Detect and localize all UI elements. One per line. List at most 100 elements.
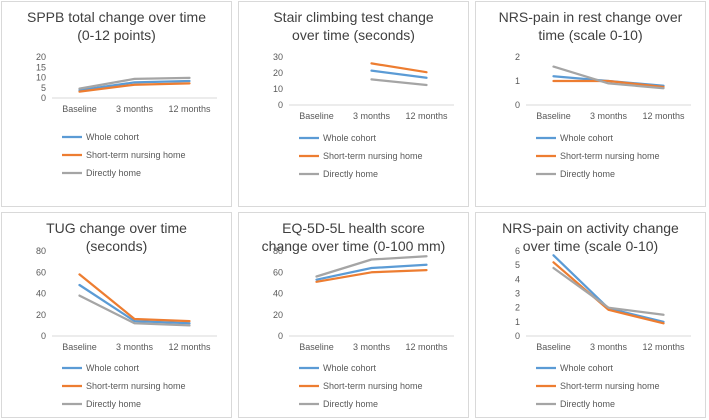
chart-panel-stair: Stair climbing test change over time (se…: [238, 1, 469, 207]
y-tick-label: 0: [515, 100, 520, 110]
x-tick-label: 12 months: [405, 342, 448, 352]
legend-label: Short-term nursing home: [560, 151, 660, 161]
x-tick-label: Baseline: [299, 342, 334, 352]
series-line: [552, 266, 665, 316]
chart-title-line: time (scale 0-10): [538, 27, 643, 43]
y-tick-label: 2: [515, 303, 520, 313]
series-line: [370, 62, 428, 74]
y-tick-label: 0: [515, 331, 520, 341]
legend-label: Whole cohort: [86, 132, 140, 142]
chart-title: SPPB total change over time (0-12 points…: [6, 8, 227, 44]
legend-label: Whole cohort: [86, 363, 140, 373]
legend-label: Directly home: [86, 168, 141, 178]
series-line: [552, 65, 665, 90]
chart-title-line: EQ-5D-5L health score: [282, 220, 425, 236]
y-tick-label: 10: [273, 84, 283, 94]
chart-panel-nrs-activity: NRS-pain on activity change over time (s…: [475, 212, 706, 418]
y-tick-label: 5: [41, 83, 46, 93]
y-tick-label: 80: [36, 246, 46, 256]
chart-title-line: SPPB total change over time: [27, 9, 206, 25]
x-tick-label: 12 months: [405, 111, 448, 121]
series-line: [552, 261, 665, 325]
y-tick-label: 3: [515, 289, 520, 299]
line-chart-tug: 0 20 40 60 80 Baseline 3 months 12 months Whole …: [36, 246, 217, 409]
y-tick-label: 1: [515, 76, 520, 86]
line-chart-stair: 0 10 20 30 Baseline 3 months 12 months Whole co…: [273, 52, 454, 179]
x-tick-label: 12 months: [168, 342, 211, 352]
y-tick-label: 6: [515, 246, 520, 256]
legend-label: Short-term nursing home: [86, 150, 186, 160]
line-chart-eq5d: 0 20 40 60 80 Baseline 3 months 12 months Whole …: [273, 246, 454, 409]
x-tick-label: Baseline: [62, 342, 97, 352]
y-tick-label: 40: [273, 289, 283, 299]
legend-label: Short-term nursing home: [323, 381, 423, 391]
x-tick-label: 12 months: [168, 104, 211, 114]
series-line: [78, 82, 191, 93]
y-tick-label: 20: [36, 52, 46, 62]
chart-title: TUG change over time (seconds): [6, 219, 227, 255]
y-tick-label: 30: [273, 52, 283, 62]
chart-panel-eq5d: EQ-5D-5L health score change over time (…: [238, 212, 469, 418]
series-line: [78, 79, 191, 92]
x-tick-label: Baseline: [62, 104, 97, 114]
x-tick-label: 3 months: [590, 342, 628, 352]
legend-label: Directly home: [323, 399, 378, 409]
legend-label: Whole cohort: [323, 363, 377, 373]
y-tick-label: 20: [273, 68, 283, 78]
chart-title-line: (0-12 points): [77, 27, 156, 43]
x-tick-label: 12 months: [642, 111, 685, 121]
legend-label: Short-term nursing home: [323, 151, 423, 161]
y-tick-label: 20: [273, 310, 283, 320]
chart-title-line: over time (seconds): [292, 27, 415, 43]
chart-panel-nrs-rest: NRS-pain in rest change over time (scale…: [475, 1, 706, 207]
chart-panel-tug: TUG change over time (seconds) 0 20 40 60 80…: [1, 212, 232, 418]
y-tick-label: 10: [36, 73, 46, 83]
x-tick-label: 12 months: [642, 342, 685, 352]
y-tick-label: 0: [41, 93, 46, 103]
series-line: [315, 263, 428, 281]
chart-title-line: (seconds): [85, 238, 148, 254]
legend-label: Whole cohort: [560, 133, 614, 143]
y-tick-label: 60: [273, 267, 283, 277]
line-chart-nrs-activity: 0 1 2 3 4 5 6 Baseline 3 months 12 months Whole co…: [515, 246, 691, 409]
x-tick-label: Baseline: [299, 111, 334, 121]
chart-title: NRS-pain in rest change over time (scale…: [480, 8, 701, 44]
series-line: [370, 69, 428, 79]
series-line: [78, 76, 191, 90]
series-line: [552, 79, 665, 89]
legend-label: Whole cohort: [323, 133, 377, 143]
x-tick-label: 3 months: [353, 111, 391, 121]
legend-label: Whole cohort: [560, 363, 614, 373]
y-tick-label: 20: [36, 310, 46, 320]
y-tick-label: 0: [41, 331, 46, 341]
chart-title-line: Stair climbing test change: [273, 9, 434, 25]
x-tick-label: 3 months: [590, 111, 628, 121]
chart-panel-sppb: SPPB total change over time (0-12 points…: [1, 1, 232, 207]
legend-label: Directly home: [560, 399, 615, 409]
line-chart-nrs-rest: 0 1 2 Baseline 3 months 12 months Whole cohort…: [515, 52, 691, 179]
legend-label: Directly home: [323, 169, 378, 179]
y-tick-label: 1: [515, 317, 520, 327]
chart-title: EQ-5D-5L health score change over time (…: [243, 219, 464, 255]
chart-title-line: over time (scale 0-10): [522, 238, 659, 254]
legend-label: Short-term nursing home: [86, 381, 186, 391]
legend-label: Directly home: [86, 399, 141, 409]
y-tick-label: 40: [36, 289, 46, 299]
series-line: [78, 283, 191, 325]
series-line: [315, 255, 428, 278]
y-tick-label: 80: [273, 246, 283, 256]
y-tick-label: 60: [36, 267, 46, 277]
chart-title: NRS-pain on activity change over time (s…: [480, 219, 701, 255]
y-tick-label: 4: [515, 274, 520, 284]
x-tick-label: Baseline: [536, 111, 571, 121]
y-tick-label: 0: [278, 331, 283, 341]
chart-title-line: change over time (0-100 mm): [261, 238, 446, 254]
chart-title: Stair climbing test change over time (se…: [243, 8, 464, 44]
x-tick-label: 3 months: [116, 342, 154, 352]
x-tick-label: 3 months: [353, 342, 391, 352]
y-tick-label: 5: [515, 260, 520, 270]
series-line: [370, 78, 428, 87]
chart-title-line: NRS-pain in rest change over: [498, 9, 683, 25]
